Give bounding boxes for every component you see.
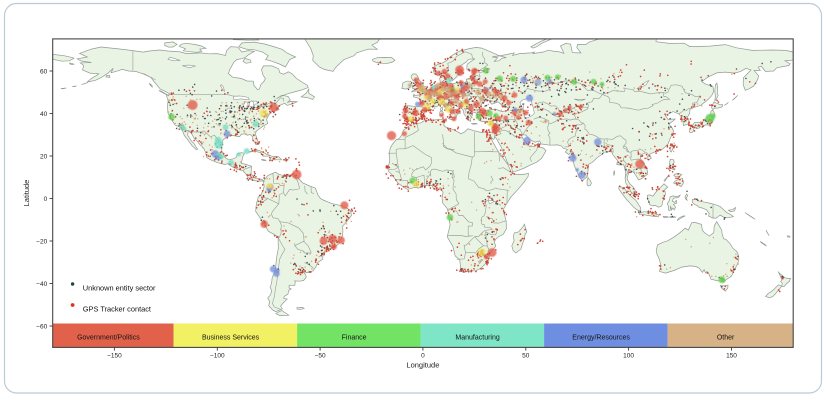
svg-text:20: 20 [40, 153, 48, 160]
svg-text:Longitude: Longitude [406, 361, 439, 370]
svg-text:150: 150 [726, 352, 737, 359]
svg-text:Government/Politics: Government/Politics [77, 334, 140, 341]
svg-text:Finance: Finance [342, 334, 367, 341]
svg-text:−50: −50 [315, 352, 326, 359]
svg-text:60: 60 [40, 68, 48, 75]
svg-text:Latitude: Latitude [22, 180, 31, 207]
svg-text:−60: −60 [36, 323, 47, 330]
svg-text:100: 100 [623, 352, 634, 359]
svg-text:50: 50 [522, 352, 530, 359]
svg-text:Energy/Resources: Energy/Resources [572, 334, 630, 341]
svg-text:−40: −40 [36, 281, 47, 288]
svg-text:Manufacturing: Manufacturing [455, 334, 499, 341]
svg-text:0: 0 [421, 352, 425, 359]
svg-text:Unknown entity sector: Unknown entity sector [83, 284, 156, 293]
svg-text:−150: −150 [107, 352, 122, 359]
svg-text:−100: −100 [210, 352, 225, 359]
svg-text:0: 0 [44, 196, 48, 203]
svg-text:Other: Other [717, 334, 735, 341]
svg-text:Business Services: Business Services [202, 334, 260, 341]
svg-text:40: 40 [40, 111, 48, 118]
svg-text:GPS Tracker contact: GPS Tracker contact [83, 304, 151, 313]
svg-text:−20: −20 [36, 238, 47, 245]
